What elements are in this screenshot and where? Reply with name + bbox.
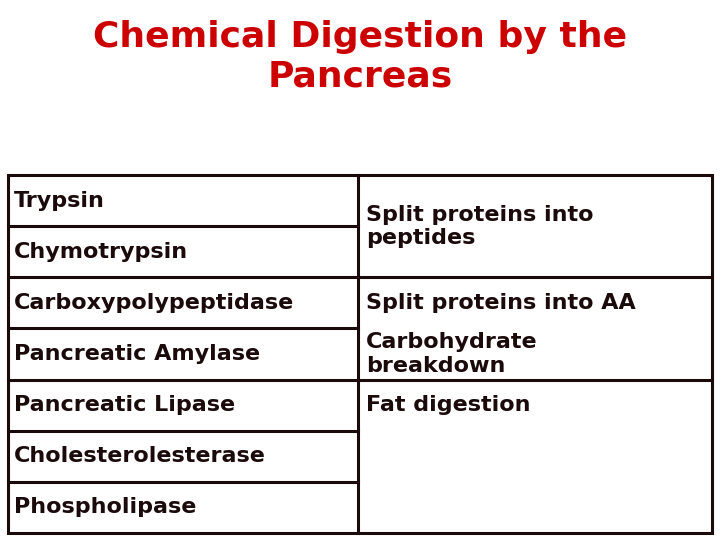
Text: Fat digestion: Fat digestion: [366, 395, 531, 415]
Bar: [8, 175, 712, 533]
Text: Pancreatic Lipase: Pancreatic Lipase: [14, 395, 235, 415]
Text: Trypsin: Trypsin: [14, 191, 105, 211]
Text: Phospholipase: Phospholipase: [14, 497, 197, 517]
Text: Chymotrypsin: Chymotrypsin: [14, 242, 188, 262]
Text: Split proteins into
peptides: Split proteins into peptides: [366, 205, 593, 248]
Text: Carboxypolypeptidase: Carboxypolypeptidase: [14, 293, 294, 313]
Text: Chemical Digestion by the
Pancreas: Chemical Digestion by the Pancreas: [93, 20, 627, 93]
Text: Pancreatic Amylase: Pancreatic Amylase: [14, 344, 260, 364]
Text: Cholesterolesterase: Cholesterolesterase: [14, 446, 266, 466]
Text: Carbohydrate
breakdown: Carbohydrate breakdown: [366, 333, 538, 376]
Text: Split proteins into AA: Split proteins into AA: [366, 293, 636, 313]
